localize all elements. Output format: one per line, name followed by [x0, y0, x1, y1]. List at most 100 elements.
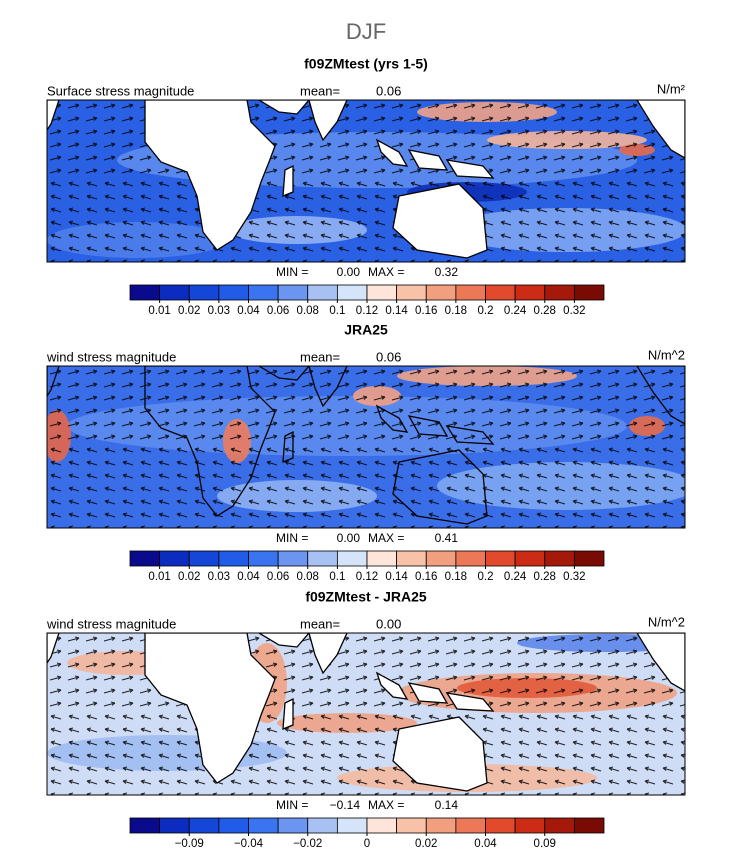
colorbar-box	[455, 817, 486, 834]
colorbar-tick-label: 0.03	[208, 571, 230, 583]
colorbar-box	[544, 284, 575, 301]
arrow-field	[47, 366, 685, 447]
colorbar-tick-label: 0.02	[178, 571, 200, 583]
colorbar-box	[218, 817, 249, 834]
colorbar-box	[544, 550, 575, 567]
panel-title: f09ZMtest - JRA25	[305, 589, 427, 605]
colorbar-tick-label: −0.02	[293, 838, 322, 850]
coastline	[282, 697, 294, 730]
map	[46, 632, 686, 796]
colorbar-box	[248, 284, 279, 301]
colorbar-box	[159, 550, 190, 567]
coastline	[392, 716, 488, 792]
coastline	[282, 430, 294, 463]
colorbar-tick-label: 0.28	[534, 305, 556, 317]
mean-value: 0.06	[376, 83, 401, 98]
colorbar-tick-label: 0.03	[208, 305, 230, 317]
colorbar-tick-label: 0.04	[237, 571, 260, 583]
colorbar-box	[485, 817, 516, 834]
coastline	[308, 633, 348, 675]
arrow-field	[47, 714, 685, 795]
coastline	[445, 692, 495, 712]
colorbar-box	[188, 550, 220, 567]
colorbar-box	[307, 817, 338, 834]
colorbar-box	[336, 284, 368, 301]
coastline	[47, 100, 60, 132]
coastline	[375, 138, 409, 167]
colorbar-box	[396, 550, 427, 567]
min-value: 0.00	[337, 265, 361, 279]
colorbar-tick-label: 0.14	[385, 305, 408, 317]
units-label: N/m²	[657, 81, 686, 96]
coastline	[407, 149, 449, 171]
colorbar-box	[129, 817, 161, 834]
map	[46, 365, 686, 529]
panel-title: JRA25	[344, 322, 388, 338]
colorbar-box	[307, 550, 338, 567]
colorbar-tick-label: 0.18	[445, 571, 467, 583]
colorbar-box	[218, 550, 249, 567]
colorbar-tick-label: 0	[364, 838, 370, 850]
coastline	[375, 671, 409, 700]
coastline	[308, 366, 348, 408]
colorbar-tick-label: 0.16	[415, 571, 437, 583]
mean-label: mean=	[300, 616, 340, 631]
min-label: MIN =	[276, 531, 308, 545]
coastline	[445, 159, 495, 179]
max-value: 0.41	[435, 531, 459, 545]
colorbar-box	[485, 284, 516, 301]
variable-label: wind stress magnitude	[46, 349, 176, 364]
map-frame	[46, 365, 686, 529]
max-value: 0.14	[435, 798, 459, 812]
colorbar-box	[455, 284, 486, 301]
map	[46, 99, 686, 263]
colorbar-box	[514, 817, 546, 834]
colorbar-tick-label: 0.04	[237, 305, 260, 317]
map-layer	[47, 100, 685, 262]
units-label: N/m^2	[648, 347, 685, 362]
coastline	[257, 633, 310, 648]
colorbar-box	[396, 284, 427, 301]
colorbar-tick-label: 0.1	[329, 571, 345, 583]
colorbar-tick-label: 0.02	[178, 305, 200, 317]
coastline	[636, 100, 685, 159]
colorbar-box	[366, 550, 398, 567]
coastline	[144, 100, 276, 251]
min-label: MIN =	[276, 798, 308, 812]
mean-label: mean=	[300, 349, 340, 364]
colorbar-box	[544, 817, 575, 834]
mean-label: mean=	[300, 83, 340, 98]
map-layer	[47, 633, 685, 795]
coastline	[407, 682, 449, 704]
variable-label: Surface stress magnitude	[47, 83, 194, 98]
colorbar-box	[425, 550, 457, 567]
colorbar-box	[188, 284, 220, 301]
coastline	[47, 366, 60, 398]
colorbar-tick-label: 0.06	[267, 305, 289, 317]
colorbar-tick-label: 0.2	[478, 305, 494, 317]
min-value: −0.14	[330, 798, 361, 812]
colorbar-box	[336, 550, 368, 567]
colorbar-box	[129, 284, 161, 301]
colorbar-tick-label: 0.1	[329, 305, 345, 317]
figure-title: DJF	[346, 19, 386, 44]
colorbar-tick-label: 0.01	[148, 305, 170, 317]
arrow-field	[47, 633, 685, 714]
colorbar-box	[277, 817, 309, 834]
arrow-field	[47, 100, 685, 181]
map-layer	[47, 366, 685, 528]
colorbar-box	[455, 550, 486, 567]
colorbar-box	[425, 817, 457, 834]
colorbar-box	[218, 284, 249, 301]
min-label: MIN =	[276, 265, 308, 279]
colorbar-box	[366, 817, 398, 834]
colorbar-tick-label: 0.14	[385, 571, 408, 583]
colorbar-box	[248, 550, 279, 567]
colorbar-tick-label: 0.24	[504, 571, 527, 583]
colorbar-box	[159, 817, 190, 834]
colorbar-tick-label: 0.12	[356, 571, 378, 583]
colorbar-tick-label: 0.09	[534, 838, 556, 850]
colorbar-tick-label: 0.06	[267, 571, 289, 583]
